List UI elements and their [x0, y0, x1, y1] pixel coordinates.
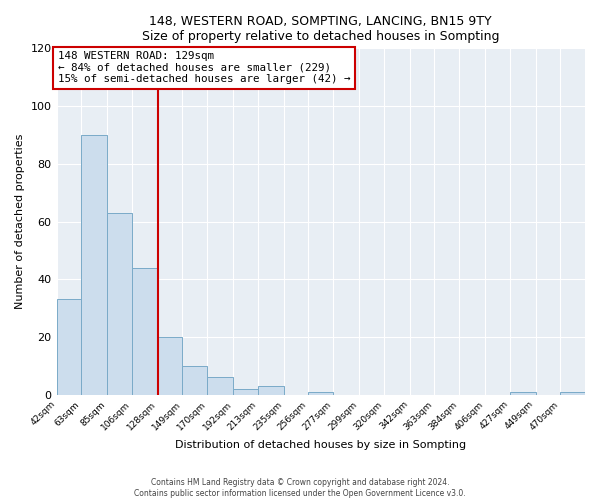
X-axis label: Distribution of detached houses by size in Sompting: Distribution of detached houses by size …: [175, 440, 466, 450]
Bar: [258, 386, 284, 394]
Y-axis label: Number of detached properties: Number of detached properties: [15, 134, 25, 309]
Bar: [107, 213, 132, 394]
Bar: [81, 135, 107, 394]
Bar: [56, 300, 81, 394]
Bar: [233, 389, 258, 394]
Bar: [308, 392, 333, 394]
Bar: [560, 392, 585, 394]
Bar: [132, 268, 158, 394]
Bar: [158, 337, 182, 394]
Bar: [182, 366, 207, 394]
Bar: [207, 378, 233, 394]
Bar: [509, 392, 536, 394]
Text: Contains HM Land Registry data © Crown copyright and database right 2024.
Contai: Contains HM Land Registry data © Crown c…: [134, 478, 466, 498]
Title: 148, WESTERN ROAD, SOMPTING, LANCING, BN15 9TY
Size of property relative to deta: 148, WESTERN ROAD, SOMPTING, LANCING, BN…: [142, 15, 500, 43]
Text: 148 WESTERN ROAD: 129sqm
← 84% of detached houses are smaller (229)
15% of semi-: 148 WESTERN ROAD: 129sqm ← 84% of detach…: [58, 51, 350, 84]
